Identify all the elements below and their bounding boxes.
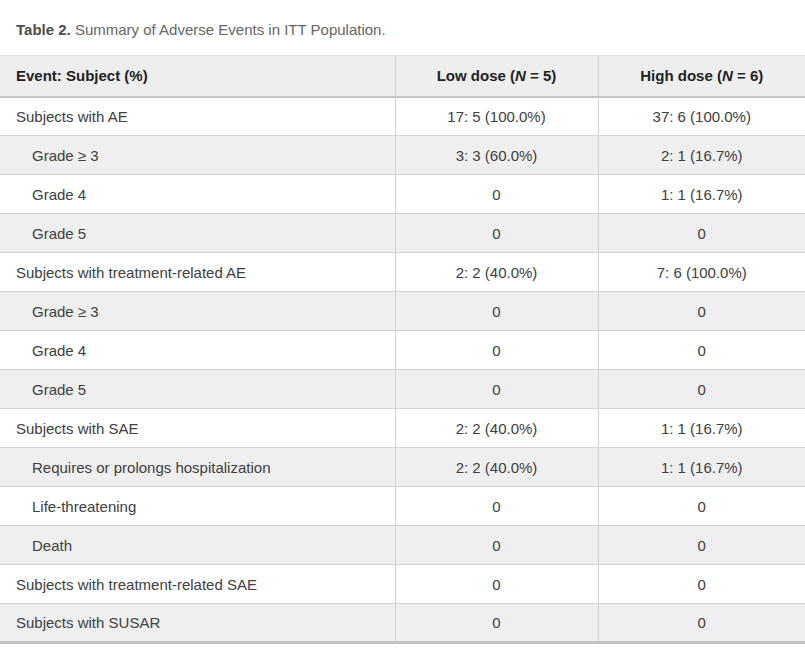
table-row: Grade 5 0 0 — [0, 370, 805, 409]
italic-n: N — [515, 67, 526, 84]
event-cell: Subjects with treatment-related SAE — [0, 565, 395, 604]
event-cell: Grade 5 — [0, 214, 395, 253]
high-dose-cell: 0 — [598, 292, 805, 331]
event-cell: Grade 4 — [0, 175, 395, 214]
high-dose-cell: 7: 6 (100.0%) — [598, 253, 805, 292]
low-dose-cell: 2: 2 (40.0%) — [395, 409, 598, 448]
low-dose-cell: 0 — [395, 370, 598, 409]
low-dose-cell: 2: 2 (40.0%) — [395, 448, 598, 487]
event-cell: Subjects with SUSAR — [0, 604, 395, 643]
event-cell: Requires or prolongs hospitalization — [0, 448, 395, 487]
high-dose-cell: 0 — [598, 214, 805, 253]
event-cell: Subjects with AE — [0, 97, 395, 136]
table-row: Grade 5 0 0 — [0, 214, 805, 253]
table-row: Subjects with SUSAR 0 0 — [0, 604, 805, 643]
event-cell: Life-threatening — [0, 487, 395, 526]
high-dose-cell: 1: 1 (16.7%) — [598, 409, 805, 448]
high-dose-cell: 1: 1 (16.7%) — [598, 448, 805, 487]
event-cell: Grade 4 — [0, 331, 395, 370]
table-row: Subjects with treatment-related AE 2: 2 … — [0, 253, 805, 292]
high-dose-cell: 0 — [598, 487, 805, 526]
high-dose-cell: 1: 1 (16.7%) — [598, 175, 805, 214]
low-dose-cell: 0 — [395, 487, 598, 526]
table-row: Requires or prolongs hospitalization 2: … — [0, 448, 805, 487]
event-cell: Grade ≥ 3 — [0, 136, 395, 175]
event-cell: Death — [0, 526, 395, 565]
low-dose-cell: 17: 5 (100.0%) — [395, 97, 598, 136]
high-dose-cell: 0 — [598, 604, 805, 643]
table-row: Life-threatening 0 0 — [0, 487, 805, 526]
low-dose-cell: 0 — [395, 175, 598, 214]
column-header-event: Event: Subject (%) — [0, 56, 395, 97]
table-row: Subjects with SAE 2: 2 (40.0%) 1: 1 (16.… — [0, 409, 805, 448]
low-dose-cell: 0 — [395, 331, 598, 370]
high-dose-cell: 0 — [598, 526, 805, 565]
italic-n: N — [722, 67, 733, 84]
table-caption-number: Table 2. — [16, 21, 71, 38]
event-cell: Subjects with SAE — [0, 409, 395, 448]
high-dose-cell: 2: 1 (16.7%) — [598, 136, 805, 175]
low-dose-cell: 3: 3 (60.0%) — [395, 136, 598, 175]
low-dose-cell: 0 — [395, 604, 598, 643]
table-row: Grade ≥ 3 0 0 — [0, 292, 805, 331]
table-row: Grade ≥ 3 3: 3 (60.0%) 2: 1 (16.7%) — [0, 136, 805, 175]
table-row: Subjects with treatment-related SAE 0 0 — [0, 565, 805, 604]
high-dose-cell: 0 — [598, 565, 805, 604]
event-cell: Grade ≥ 3 — [0, 292, 395, 331]
adverse-events-table: Event: Subject (%) Low dose (N = 5) High… — [0, 55, 805, 644]
high-dose-cell: 0 — [598, 331, 805, 370]
high-dose-cell: 0 — [598, 370, 805, 409]
low-dose-cell: 0 — [395, 526, 598, 565]
table-caption-text: Summary of Adverse Events in ITT Populat… — [75, 21, 386, 38]
low-dose-cell: 2: 2 (40.0%) — [395, 253, 598, 292]
low-dose-cell: 0 — [395, 565, 598, 604]
low-dose-cell: 0 — [395, 292, 598, 331]
table-row: Grade 4 0 0 — [0, 331, 805, 370]
table-caption: Table 2. Summary of Adverse Events in IT… — [16, 19, 789, 40]
table-row: Death 0 0 — [0, 526, 805, 565]
event-cell: Subjects with treatment-related AE — [0, 253, 395, 292]
high-dose-cell: 37: 6 (100.0%) — [598, 97, 805, 136]
event-cell: Grade 5 — [0, 370, 395, 409]
column-header-high-dose: High dose (N = 6) — [598, 56, 805, 97]
column-header-low-dose: Low dose (N = 5) — [395, 56, 598, 97]
low-dose-cell: 0 — [395, 214, 598, 253]
table-row: Subjects with AE 17: 5 (100.0%) 37: 6 (1… — [0, 97, 805, 136]
table-header-row: Event: Subject (%) Low dose (N = 5) High… — [0, 56, 805, 97]
table-row: Grade 4 0 1: 1 (16.7%) — [0, 175, 805, 214]
